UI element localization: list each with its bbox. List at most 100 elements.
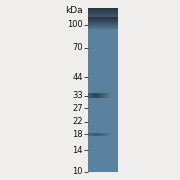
Bar <box>104 93 105 98</box>
Bar <box>88 91 118 92</box>
Bar <box>88 50 118 51</box>
Bar <box>88 109 118 110</box>
Bar <box>88 68 118 69</box>
Bar <box>91 93 92 98</box>
Bar <box>88 161 118 162</box>
Bar <box>88 78 118 80</box>
Bar <box>88 38 118 39</box>
Bar <box>91 93 92 98</box>
Bar <box>88 116 118 117</box>
Bar <box>88 116 118 117</box>
Bar <box>96 133 97 136</box>
Bar <box>88 91 118 92</box>
Bar <box>88 52 118 53</box>
Bar <box>88 67 118 68</box>
Bar <box>88 148 118 150</box>
Bar <box>116 133 117 136</box>
Bar <box>112 133 113 136</box>
Bar <box>88 131 118 132</box>
Bar <box>88 117 118 118</box>
Bar <box>88 54 118 55</box>
Bar <box>88 63 118 64</box>
Bar <box>88 167 118 168</box>
Bar <box>88 86 118 87</box>
Bar <box>88 111 118 112</box>
Bar <box>88 16 118 17</box>
Bar <box>88 61 118 62</box>
Bar <box>88 104 118 105</box>
Bar <box>88 133 89 136</box>
Bar <box>111 93 112 98</box>
Bar <box>88 25 118 26</box>
Bar <box>99 133 100 136</box>
Bar <box>88 94 118 95</box>
Bar <box>88 42 118 43</box>
Bar <box>88 32 118 33</box>
Bar <box>88 114 118 115</box>
Bar <box>88 53 118 54</box>
Bar <box>88 13 118 14</box>
Bar <box>98 93 99 98</box>
Bar <box>88 43 118 44</box>
Bar <box>88 45 118 46</box>
Bar <box>88 38 118 39</box>
Bar <box>88 39 118 40</box>
Bar <box>88 76 118 77</box>
Bar <box>88 103 118 104</box>
Bar <box>88 48 118 50</box>
Bar <box>88 155 118 156</box>
Bar <box>88 33 118 34</box>
Bar <box>97 133 98 136</box>
Bar <box>105 93 106 98</box>
Bar <box>88 143 118 144</box>
Bar <box>88 14 118 15</box>
Bar <box>88 80 118 81</box>
Text: 27: 27 <box>72 104 83 113</box>
Bar <box>88 26 118 27</box>
Bar <box>88 20 118 21</box>
Bar <box>88 9 118 10</box>
Bar <box>88 159 118 160</box>
Bar <box>107 93 108 98</box>
Bar <box>88 144 118 145</box>
Bar <box>105 133 106 136</box>
Bar <box>88 47 118 48</box>
Bar <box>88 133 118 134</box>
Bar <box>88 138 118 139</box>
Bar <box>88 81 118 82</box>
Bar <box>88 125 118 126</box>
Bar <box>88 101 118 102</box>
Bar <box>88 119 118 120</box>
Bar <box>88 97 118 98</box>
Bar <box>98 93 99 98</box>
Bar <box>115 133 116 136</box>
Bar <box>88 79 118 80</box>
Bar <box>88 144 118 145</box>
Bar <box>88 57 118 58</box>
Bar <box>95 133 96 136</box>
Bar <box>88 123 118 124</box>
Bar <box>91 133 92 136</box>
Bar <box>88 26 118 27</box>
Bar <box>88 153 118 154</box>
Bar <box>88 84 118 85</box>
Bar <box>88 154 118 155</box>
Bar <box>112 93 113 98</box>
Bar <box>88 73 118 74</box>
Bar <box>88 14 118 15</box>
Bar <box>88 24 118 25</box>
Bar <box>88 9 118 10</box>
Bar <box>88 11 118 12</box>
Bar <box>88 140 118 141</box>
Bar <box>108 133 109 136</box>
Bar <box>116 93 117 98</box>
Bar <box>88 132 118 133</box>
Bar <box>88 146 118 147</box>
Bar <box>103 133 104 136</box>
Bar <box>100 133 101 136</box>
Bar <box>88 44 118 45</box>
Bar <box>88 150 118 151</box>
Bar <box>88 102 118 103</box>
Bar <box>88 89 118 91</box>
Bar <box>88 166 118 167</box>
